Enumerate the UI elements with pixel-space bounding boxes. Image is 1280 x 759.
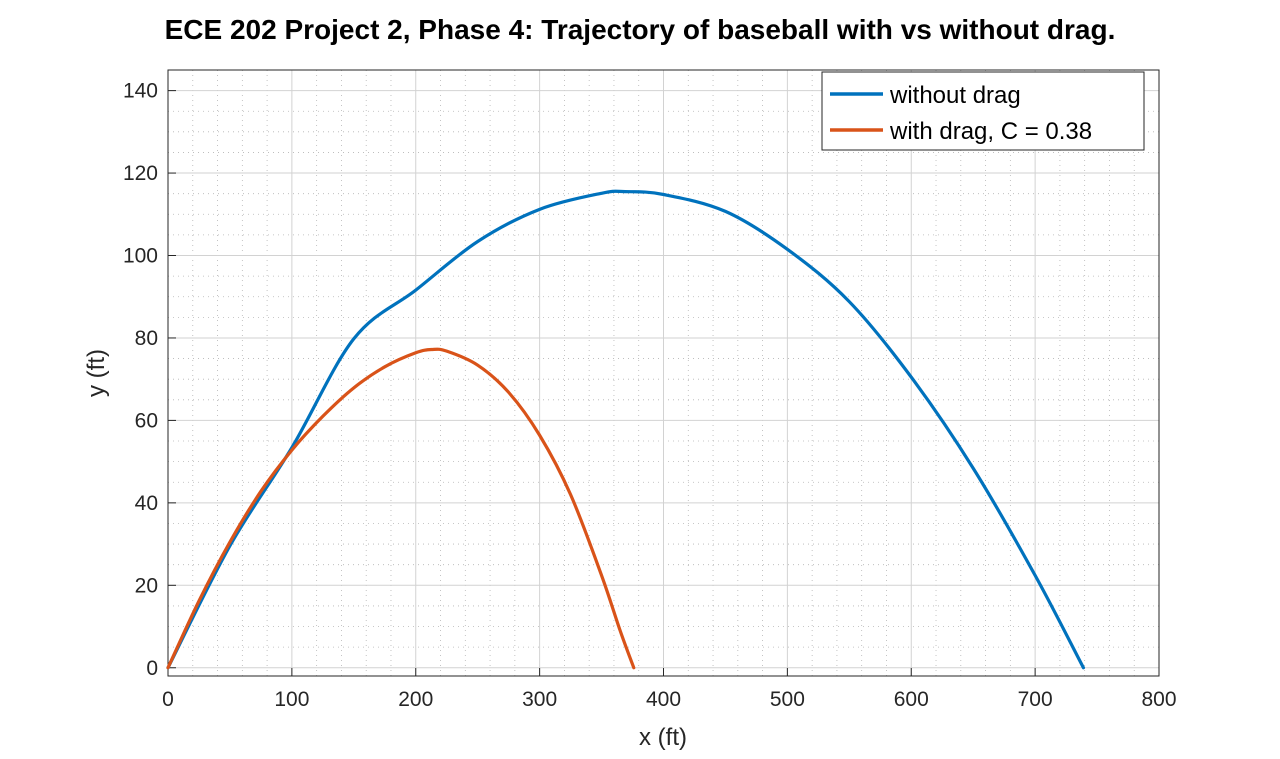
x-tick-label: 200 [398,688,433,711]
x-tick-label: 0 [162,688,174,711]
x-tick-label: 500 [770,688,805,711]
legend-label-without-drag: without drag [889,82,1021,109]
x-tick-label: 300 [522,688,557,711]
y-tick-label: 80 [135,327,158,350]
y-tick-label: 120 [123,162,158,185]
series-layer [166,189,1086,670]
x-tick-label: 600 [894,688,929,711]
legend: without drag with drag, C = 0.38 [821,71,1145,151]
y-tick-label: 140 [123,80,158,103]
y-tick-label: 0 [146,657,158,680]
series-line-1 [166,347,636,670]
x-axis-label: x (ft) [639,724,687,751]
series-line-0 [166,189,1086,670]
y-tick-label: 40 [135,492,158,515]
x-tick-label: 700 [1018,688,1053,711]
y-tick-label: 20 [135,574,158,597]
y-tick-label: 60 [135,409,158,432]
legend-label-with-drag: with drag, C = 0.38 [889,118,1092,145]
x-tick-label: 100 [274,688,309,711]
x-tick-labels: 0 100 200 300 400 500 600 700 800 [162,668,1177,711]
chart-title: ECE 202 Project 2, Phase 4: Trajectory o… [164,14,1116,45]
x-tick-label: 800 [1141,688,1176,711]
x-tick-label: 400 [646,688,681,711]
y-tick-labels: 0 20 40 60 80 100 120 140 [123,80,176,680]
y-tick-label: 100 [123,245,158,268]
legend-box [821,71,1145,151]
y-axis-label: y (ft) [83,349,110,397]
